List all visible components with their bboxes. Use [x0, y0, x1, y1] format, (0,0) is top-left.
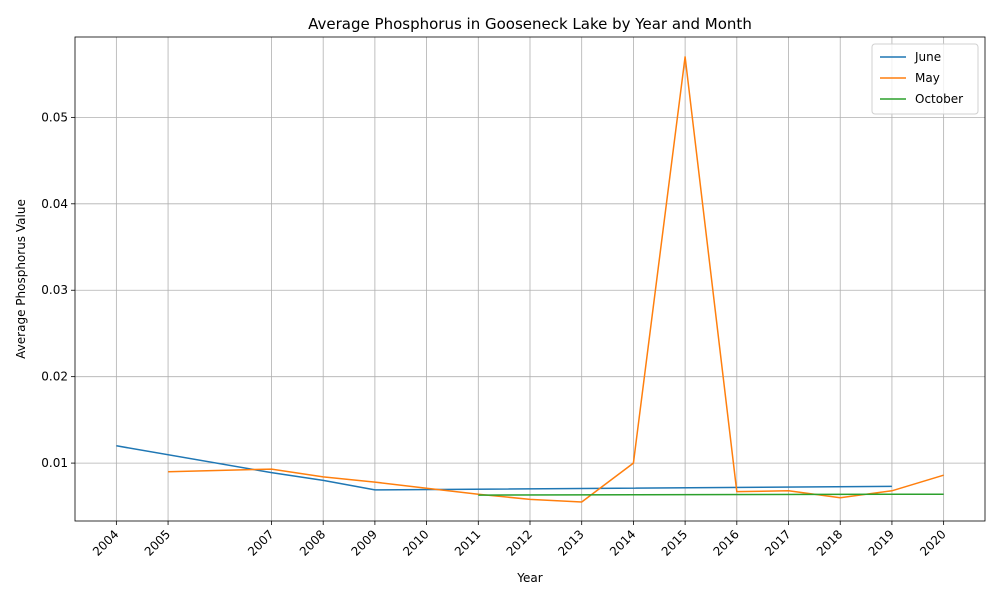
- y-tick-label: 0.04: [41, 197, 68, 211]
- chart-title: Average Phosphorus in Gooseneck Lake by …: [308, 15, 752, 33]
- series-line-june: [116, 445, 892, 491]
- x-tick-label: 2008: [297, 527, 328, 558]
- y-axis-label: Average Phosphorus Value: [14, 199, 28, 359]
- x-tick-label: 2013: [555, 527, 586, 558]
- legend-label-may: May: [915, 71, 940, 85]
- y-tick-label: 0.01: [41, 456, 68, 470]
- x-tick-label: 2009: [349, 527, 380, 558]
- series-lines: [116, 56, 944, 503]
- y-tick-label: 0.02: [41, 370, 68, 384]
- legend-items: June May October: [880, 50, 963, 106]
- x-tick-label: 2020: [917, 527, 948, 558]
- x-tick-label: 2017: [762, 527, 793, 558]
- legend-label-june: June: [914, 50, 941, 64]
- x-tick-label: 2015: [659, 527, 690, 558]
- legend-label-october: October: [915, 92, 963, 106]
- x-axis-label: Year: [516, 571, 542, 585]
- x-tick-label: 2012: [504, 527, 535, 558]
- x-tick-label: 2010: [400, 527, 431, 558]
- grid-lines: [75, 37, 985, 521]
- series-line-october: [478, 493, 944, 496]
- x-tick-label: 2014: [607, 527, 638, 558]
- x-axis-ticks: 2004 2005 2007 2008 2009 2010 2011 2012 2013 2014…: [90, 521, 949, 559]
- series-line-may: [168, 56, 944, 503]
- x-tick-label: 2007: [245, 527, 276, 558]
- x-tick-label: 2016: [710, 527, 741, 558]
- x-tick-label: 2004: [90, 527, 121, 558]
- x-tick-label: 2018: [814, 527, 845, 558]
- x-tick-label: 2011: [452, 527, 483, 558]
- y-tick-label: 0.03: [41, 283, 68, 297]
- legend: June May October: [871, 43, 979, 115]
- y-tick-label: 0.05: [41, 110, 68, 124]
- y-axis-ticks: 0.01 0.02 0.03 0.04 0.05: [41, 110, 75, 470]
- x-tick-label: 2019: [866, 527, 897, 558]
- x-tick-label: 2005: [142, 527, 173, 558]
- legend-box: [871, 43, 979, 115]
